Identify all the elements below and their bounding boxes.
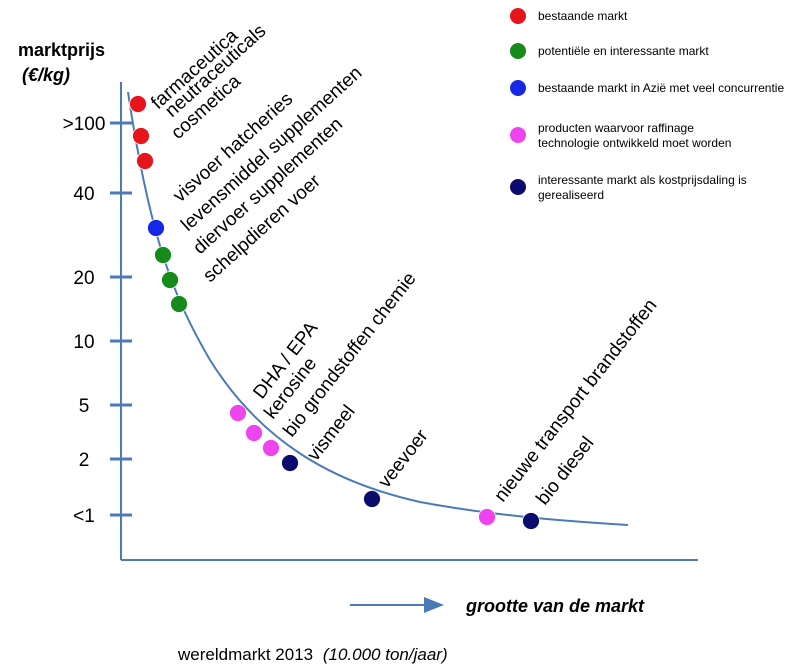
- data-point: [154, 246, 172, 264]
- data-point: [522, 512, 540, 530]
- legend-swatch: [510, 8, 526, 24]
- data-point: [136, 152, 154, 170]
- legend-swatch: [510, 80, 526, 96]
- y-tick-label: 20: [73, 268, 94, 289]
- legend-swatch: [510, 127, 526, 143]
- data-point: [281, 454, 299, 472]
- data-point: [161, 271, 179, 289]
- y-tick-label: 5: [79, 396, 90, 417]
- footer-unit: (10.000 ton/jaar): [323, 645, 448, 664]
- y-tick-label: 10: [73, 332, 94, 353]
- footer-note: wereldmarkt 2013 (10.000 ton/jaar): [177, 645, 448, 664]
- legend-entry: bestaande markt in Azië met veel concurr…: [538, 81, 784, 95]
- data-point: [132, 127, 150, 145]
- data-point: [147, 219, 165, 237]
- footer-text: wereldmarkt 2013: [177, 645, 313, 664]
- data-point: [129, 95, 147, 113]
- y-tick-label: 2: [79, 450, 90, 471]
- data-point: [245, 424, 263, 442]
- y-axis-unit: (€/kg): [22, 65, 70, 85]
- legend-entry: producten waarvoor raffinage technologie …: [538, 121, 731, 150]
- point-label: veevoer: [374, 425, 433, 492]
- legend-swatch: [510, 43, 526, 59]
- legend-entry: bestaande markt: [538, 9, 628, 23]
- y-tick-label: 40: [73, 184, 94, 205]
- data-point: [363, 490, 381, 508]
- data-point: [170, 295, 188, 313]
- x-axis-title: grootte van de markt: [465, 596, 645, 616]
- legend-swatch: [510, 179, 526, 195]
- y-ticks: >100 40 20 10 5 2 <1: [63, 114, 132, 527]
- legend-entry: potentiële en interessante markt: [538, 44, 709, 58]
- legend-entry: interessante markt als kostprijsdaling i…: [538, 173, 747, 202]
- data-points: [129, 95, 540, 530]
- y-tick-label: <1: [73, 506, 95, 527]
- data-point: [262, 439, 280, 457]
- y-tick-label: >100: [63, 114, 106, 135]
- legend: bestaande markt potentiële en interessant…: [510, 8, 784, 202]
- data-point: [478, 508, 496, 526]
- data-point: [229, 404, 247, 422]
- y-axis-title: marktprijs: [18, 40, 105, 60]
